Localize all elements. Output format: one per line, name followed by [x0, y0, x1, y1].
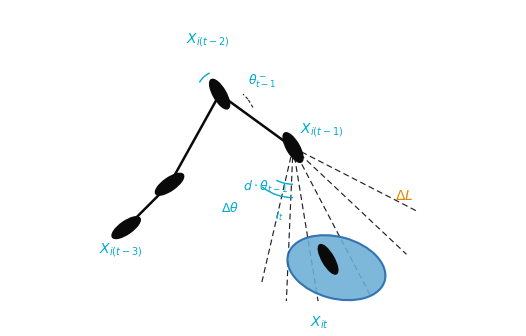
Ellipse shape — [287, 235, 386, 300]
Ellipse shape — [155, 173, 184, 195]
Text: $\theta_{t-1}^-$: $\theta_{t-1}^-$ — [248, 73, 277, 90]
Text: $\Delta\theta$: $\Delta\theta$ — [221, 201, 239, 215]
Text: $X_{it}$: $X_{it}$ — [310, 314, 329, 331]
Ellipse shape — [318, 245, 338, 274]
Text: $X_{i(t-3)}$: $X_{i(t-3)}$ — [99, 241, 143, 259]
Ellipse shape — [210, 79, 230, 109]
Text: $d\cdot\theta_{t-1}$: $d\cdot\theta_{t-1}$ — [243, 179, 288, 195]
Text: $\Delta L$: $\Delta L$ — [395, 189, 413, 203]
Text: $X_{i(t-1)}$: $X_{i(t-1)}$ — [300, 121, 343, 139]
Ellipse shape — [283, 133, 303, 162]
Ellipse shape — [112, 217, 140, 239]
Text: $l_t$: $l_t$ — [275, 209, 283, 223]
Text: $X_{i(t-2)}$: $X_{i(t-2)}$ — [186, 31, 230, 49]
